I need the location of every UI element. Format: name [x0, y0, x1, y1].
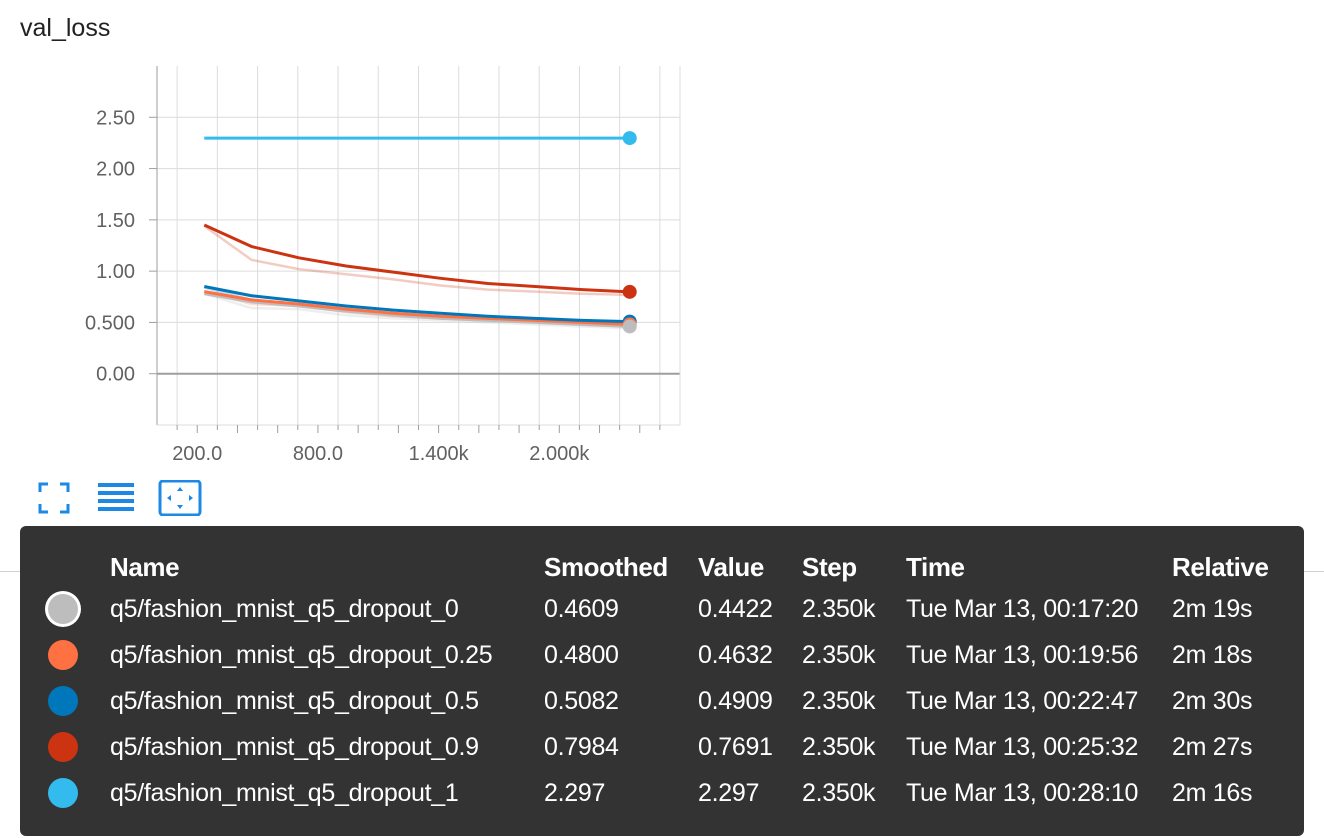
step-value: 2.350k	[802, 594, 876, 623]
tooltip-row: q5/fashion_mnist_q5_dropout_1 2.297 2.29…	[48, 770, 1302, 816]
time-value: Tue Mar 13, 00:17:20	[906, 594, 1139, 623]
tooltip-row: q5/fashion_mnist_q5_dropout_0.5 0.5082 0…	[48, 678, 1302, 724]
header-name: Name	[110, 551, 180, 582]
header-value: Value	[698, 551, 764, 582]
relative-value: 2m 19s	[1172, 594, 1253, 623]
relative-value: 2m 27s	[1172, 732, 1253, 761]
raw-series-line	[203, 224, 630, 297]
tooltip-row: q5/fashion_mnist_q5_dropout_0 0.4609 0.4…	[48, 586, 1302, 632]
series-hover-point	[622, 319, 637, 334]
step-value: 2.350k	[802, 732, 876, 761]
tooltip-row: q5/fashion_mnist_q5_dropout_0.25 0.4800 …	[48, 632, 1302, 678]
smoothed-series-lines	[203, 136, 630, 328]
hover-points	[622, 131, 637, 334]
smoothed-value: 0.4800	[544, 640, 619, 669]
series-color-swatch	[48, 686, 78, 717]
time-value: Tue Mar 13, 00:19:56	[906, 640, 1139, 669]
smoothed-value: 0.5082	[544, 686, 619, 715]
x-tick-label: 200.0	[172, 443, 222, 465]
fit-domain-button[interactable]	[158, 480, 202, 516]
x-tick-label: 1.400k	[409, 443, 470, 465]
chart-axes: 0.00 0.500 1.00 1.50 2.00 2.50 200.0 800.0 1.400…	[85, 66, 681, 465]
x-tick-label: 800.0	[293, 443, 343, 465]
step-value: 2.350k	[802, 686, 876, 715]
raw-value: 2.297	[698, 778, 760, 807]
toggle-log-scale-button[interactable]	[96, 480, 134, 516]
run-name: q5/fashion_mnist_q5_dropout_0.9	[110, 732, 479, 761]
tooltip-table: Name Smoothed Value Step Time Relative q…	[48, 548, 1302, 816]
header-step: Step	[802, 551, 857, 582]
step-value: 2.350k	[802, 778, 876, 807]
raw-value: 0.4909	[698, 686, 773, 715]
relative-value: 2m 30s	[1172, 686, 1253, 715]
smoothed-value: 0.7984	[544, 732, 619, 761]
y-tick-label: 2.50	[96, 107, 135, 129]
run-name: q5/fashion_mnist_q5_dropout_1	[110, 778, 459, 807]
smoothed-series-line	[204, 292, 630, 328]
tooltip-header-row: Name Smoothed Value Step Time Relative	[48, 548, 1302, 586]
y-tick-label: 1.00	[96, 261, 135, 283]
header-smoothed: Smoothed	[544, 551, 668, 582]
run-name: q5/fashion_mnist_q5_dropout_0.25	[110, 640, 493, 669]
header-time: Time	[906, 551, 965, 582]
series-hover-point	[622, 131, 637, 146]
raw-value: 0.4422	[698, 594, 773, 623]
header-swatch	[48, 548, 110, 586]
fullscreen-toggle-button[interactable]	[36, 480, 72, 516]
time-value: Tue Mar 13, 00:25:32	[906, 732, 1139, 761]
run-name: q5/fashion_mnist_q5_dropout_0.5	[110, 686, 479, 715]
series-hover-point	[622, 284, 637, 299]
smoothed-series-line	[204, 290, 630, 326]
raw-value: 0.4632	[698, 640, 773, 669]
time-value: Tue Mar 13, 00:28:10	[906, 778, 1139, 807]
raw-series-line	[203, 292, 630, 330]
line-chart[interactable]: 0.00 0.500 1.00 1.50 2.00 2.50 200.0 800.0 1.400…	[0, 50, 700, 470]
time-value: Tue Mar 13, 00:22:47	[906, 686, 1139, 715]
header-relative: Relative	[1172, 551, 1269, 582]
series-color-swatch	[48, 594, 78, 625]
relative-value: 2m 16s	[1172, 778, 1253, 807]
raw-value: 0.7691	[698, 732, 773, 761]
chart-title: val_loss	[20, 14, 111, 42]
fit-to-data-icon	[158, 480, 202, 516]
y-tick-label: 0.500	[85, 312, 135, 334]
y-tick-label: 0.00	[96, 364, 135, 386]
smoothed-series-line	[203, 285, 630, 324]
relative-value: 2m 18s	[1172, 640, 1253, 669]
step-value: 2.350k	[802, 640, 876, 669]
list-lines-icon	[98, 483, 134, 511]
smoothed-value: 2.297	[544, 778, 606, 807]
tooltip-row: q5/fashion_mnist_q5_dropout_0.9 0.7984 0…	[48, 724, 1302, 770]
y-tick-label: 2.00	[96, 159, 135, 181]
series-color-swatch	[48, 732, 78, 763]
fullscreen-icon	[38, 482, 70, 514]
series-color-swatch	[48, 640, 78, 671]
run-name: q5/fashion_mnist_q5_dropout_0	[110, 594, 459, 623]
smoothed-series-line	[203, 223, 630, 294]
series-tooltip: Name Smoothed Value Step Time Relative q…	[20, 526, 1304, 836]
smoothed-value: 0.4609	[544, 594, 619, 623]
series-color-swatch	[48, 778, 78, 809]
x-tick-label: 2.000k	[529, 443, 590, 465]
chart-grid	[157, 66, 680, 425]
y-tick-label: 1.50	[96, 210, 135, 232]
